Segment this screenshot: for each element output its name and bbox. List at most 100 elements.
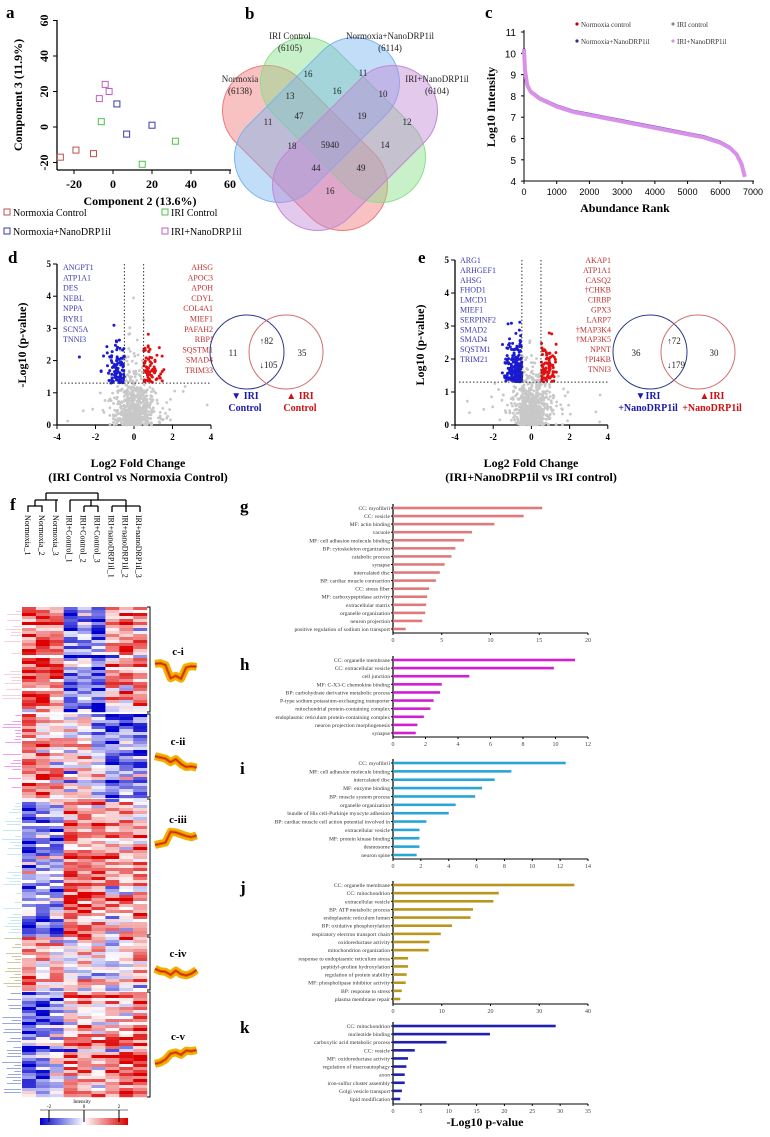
heatmap-cell <box>35 714 50 718</box>
heatmap-cell <box>105 844 120 848</box>
heatmap-cell <box>91 643 106 647</box>
heatmap-cell <box>77 835 92 839</box>
x-tick-label: 15 <box>474 1109 480 1115</box>
heatmap-cell <box>119 616 134 620</box>
x-tick-label: 10 <box>553 742 559 748</box>
heatmap-cell <box>77 964 92 968</box>
heatmap-cell <box>49 910 64 914</box>
heatmap-cell <box>105 1046 120 1050</box>
upregulated-point <box>545 378 549 382</box>
heatmap-cell <box>63 937 78 941</box>
heatmap-cell <box>105 853 120 857</box>
bar-category-label: BP: oxidative phosphorylation <box>322 924 391 930</box>
heatmap-cell <box>133 847 148 851</box>
heatmap-cell <box>105 1091 120 1095</box>
upregulated-point <box>150 369 154 373</box>
nonsignificant-point <box>523 379 527 383</box>
nonsignificant-point <box>540 411 544 415</box>
heatmap-cell <box>133 922 148 926</box>
panel-a-pca-scatter: a Component 2 (13.6%) Component 3 (11.9%… <box>3 3 242 238</box>
heatmap-cell <box>22 814 36 818</box>
heatmap-cell <box>77 814 92 818</box>
heatmap-cell <box>49 904 64 908</box>
heatmap-cell <box>91 847 106 851</box>
nonsignificant-point <box>125 413 129 417</box>
nonsignificant-point <box>548 395 552 398</box>
downregulated-point <box>518 378 522 382</box>
heatmap-cell <box>133 964 148 968</box>
heatmap-cell <box>63 700 78 704</box>
x-tick-label: 0 <box>132 432 137 442</box>
heatmap-cell <box>63 985 78 989</box>
heatmap-cell <box>22 709 36 713</box>
heatmap-cell <box>77 1079 92 1083</box>
heatmap-cell <box>22 931 36 935</box>
heatmap-cell <box>91 634 106 638</box>
venn-region-count: 49 <box>357 163 367 173</box>
heatmap-cell <box>133 913 148 917</box>
heatmap-cell <box>91 1028 106 1032</box>
legend-marker <box>671 39 675 43</box>
x-tick-label: 0 <box>529 432 534 442</box>
heatmap-cell <box>133 940 148 944</box>
heatmap-cell <box>63 780 78 784</box>
x-axis-label: Component 2 (13.6%) <box>84 194 197 208</box>
heatmap-cell <box>63 856 78 860</box>
nonsignificant-point <box>146 416 150 420</box>
heatmap-cell <box>49 1094 64 1098</box>
heatmap-cell <box>91 892 106 896</box>
heatmap-cell <box>105 628 120 632</box>
heatmap-cell <box>105 808 120 812</box>
heatmap-cell <box>91 1022 106 1026</box>
heatmap-cell <box>35 697 50 701</box>
nonsignificant-point <box>132 351 136 355</box>
heatmap-cell <box>105 625 120 629</box>
heatmap-cell <box>105 688 120 692</box>
heatmap-cell <box>91 811 106 815</box>
heatmap-cell <box>91 982 106 986</box>
x-axis-label: -Log10 p-value <box>446 1115 524 1129</box>
heatmap-cell <box>133 619 148 623</box>
heatmap-cell <box>22 907 36 911</box>
downregulated-point <box>107 371 111 375</box>
x-tick-label: 25 <box>529 1109 535 1115</box>
bar-category-label: BP: cardiac muscle cell action potential… <box>275 820 391 826</box>
heatmap-cell <box>35 717 50 721</box>
heatmap-cell <box>133 877 148 881</box>
heatmap-cell <box>91 988 106 992</box>
heatmap-cell <box>49 805 64 809</box>
downregulated-point <box>504 361 508 365</box>
heatmap-cell <box>91 771 106 775</box>
nonsignificant-point <box>545 413 549 417</box>
bar-category-label: respiratory electron transport chain <box>312 932 391 938</box>
heatmap-cell <box>49 670 64 674</box>
heatmap-cell <box>63 658 78 662</box>
bar <box>393 563 445 566</box>
heatmap-cell <box>35 795 50 799</box>
heatmap-cell <box>91 774 106 778</box>
heatmap-cell <box>91 865 106 869</box>
heatmap-cell <box>35 667 50 671</box>
nonsignificant-point <box>545 392 548 396</box>
nonsignificant-point <box>530 354 534 357</box>
column-label: Normoxia_1 <box>23 515 32 555</box>
heatmap-cell <box>105 697 120 701</box>
heatmap-cell <box>35 765 50 769</box>
heatmap-cell <box>49 643 64 647</box>
heatmap-cell <box>35 1079 50 1083</box>
heatmap-cell <box>105 1073 120 1077</box>
heatmap-cell <box>35 992 50 996</box>
heatmap-cell <box>49 838 64 842</box>
downregulated-point <box>77 355 81 359</box>
heatmap-cell <box>49 967 64 971</box>
heatmap-cell <box>35 682 50 686</box>
heatmap-cell <box>91 829 106 833</box>
heatmap-cell <box>77 826 92 830</box>
heatmap-cell <box>22 826 36 830</box>
heatmap-cell <box>22 992 36 996</box>
nonsignificant-point <box>540 398 544 402</box>
bar-category-label: positive regulation of sodium ion transp… <box>294 626 390 633</box>
x-tick-label: 4 <box>447 864 450 870</box>
nonsignificant-point <box>508 411 512 415</box>
upregulated-point <box>540 371 544 375</box>
